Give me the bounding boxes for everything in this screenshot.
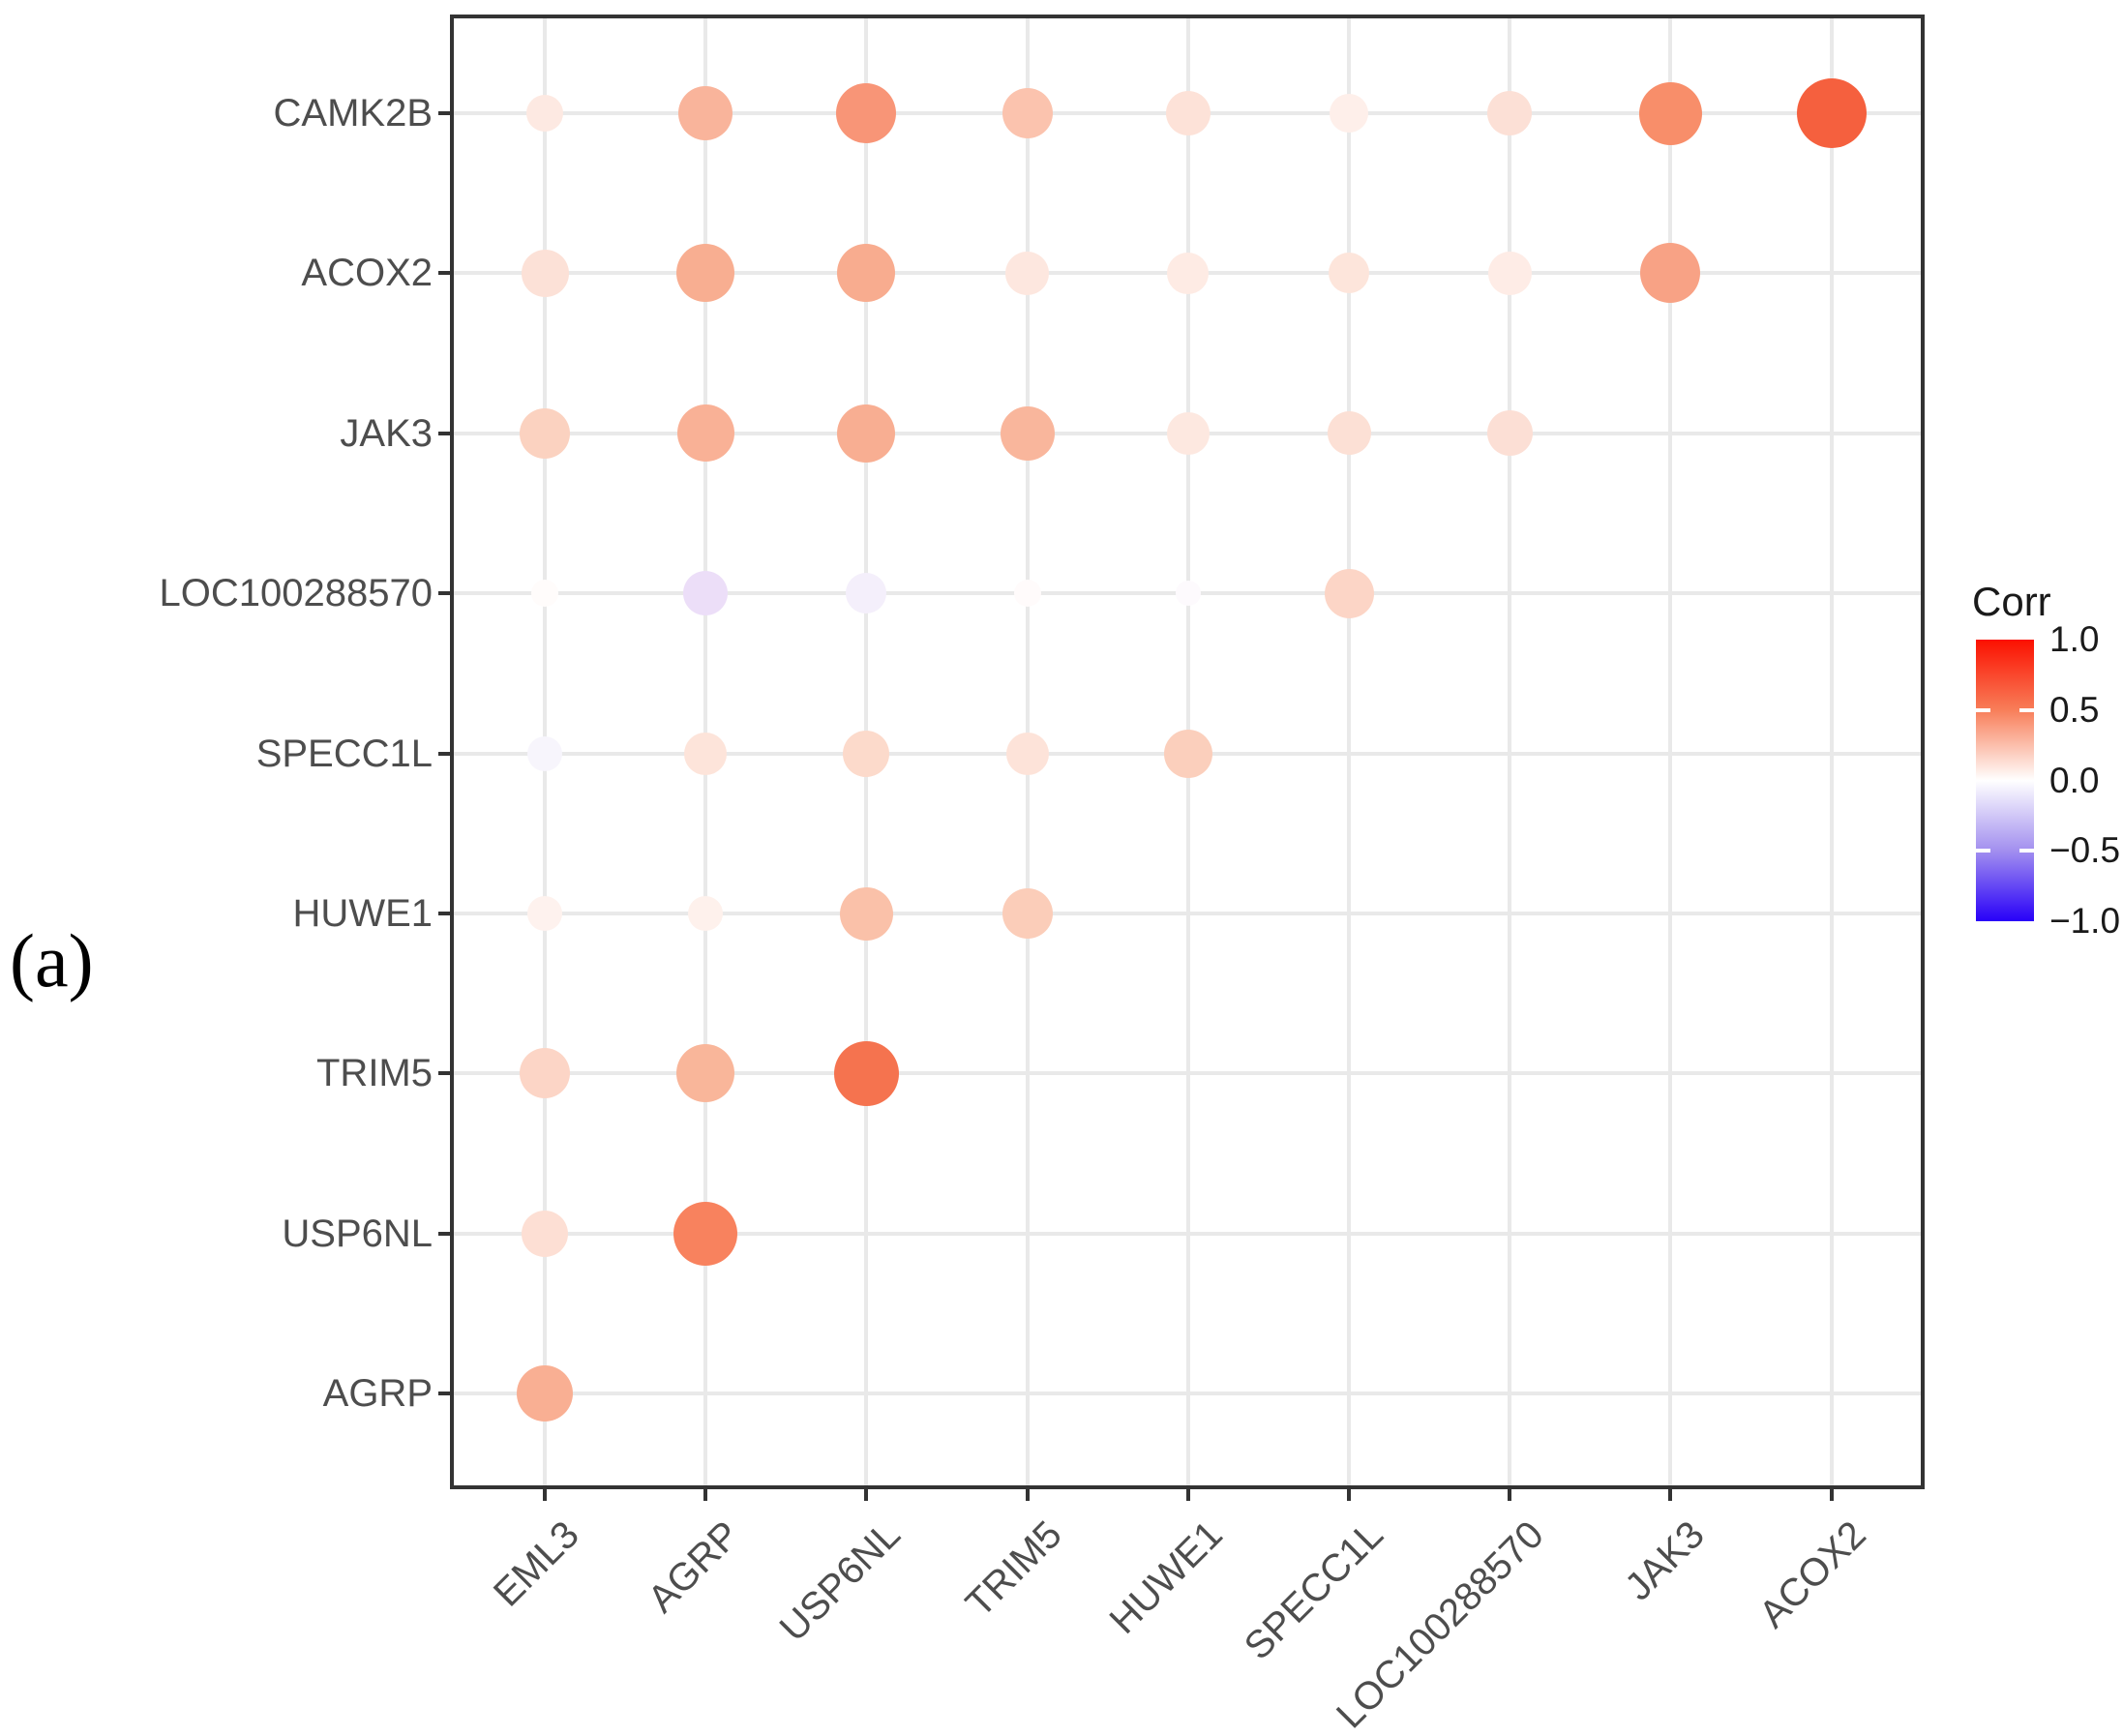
gridline-horizontal — [454, 1231, 1921, 1236]
correlation-bubble — [526, 95, 563, 132]
legend-title: Corr — [1972, 579, 2051, 624]
gridline-horizontal — [454, 1071, 1921, 1076]
correlation-bubble — [1487, 251, 1532, 295]
legend-tick-label: −0.5 — [2049, 830, 2121, 871]
x-axis-tick — [703, 1489, 708, 1501]
y-axis-tick — [438, 271, 450, 276]
y-axis-tick — [438, 751, 450, 756]
correlation-bubble — [684, 732, 728, 775]
y-axis-label: JAK3 — [340, 411, 433, 455]
correlation-bubble — [531, 580, 558, 608]
correlation-bubble — [520, 1048, 570, 1099]
correlation-bubble — [1175, 581, 1201, 607]
x-axis-tick — [1668, 1489, 1673, 1501]
y-axis-tick — [438, 591, 450, 596]
legend-bar-tick — [1976, 849, 1990, 853]
correlation-bubble — [527, 896, 562, 931]
y-axis-label: TRIM5 — [316, 1052, 433, 1095]
correlation-bubble — [1005, 251, 1050, 295]
x-axis-tick — [1829, 1489, 1834, 1501]
x-axis-tick — [543, 1489, 547, 1501]
correlation-bubble — [1167, 252, 1210, 294]
gridline-horizontal — [454, 1392, 1921, 1396]
y-axis-label: ACOX2 — [301, 252, 433, 295]
legend-tick-label: −1.0 — [2049, 901, 2121, 941]
correlation-bubble — [846, 573, 887, 614]
correlation-bubble — [1640, 243, 1701, 304]
correlation-bubble — [1005, 732, 1049, 775]
correlation-bubble — [1327, 411, 1371, 456]
y-axis-label: USP6NL — [282, 1212, 433, 1255]
legend-bar-tick — [2019, 707, 2034, 712]
correlation-bubble — [1002, 888, 1053, 939]
legend-tick-label: 0.5 — [2049, 689, 2100, 730]
correlation-bubble — [522, 1210, 568, 1257]
correlation-bubble — [676, 244, 735, 303]
correlation-bubble — [1013, 580, 1041, 608]
correlation-bubble — [520, 407, 570, 459]
correlation-bubble — [1000, 405, 1055, 461]
correlation-bubble — [1796, 78, 1867, 148]
y-axis-label: LOC100288570 — [159, 572, 433, 615]
legend-colorbar — [1976, 640, 2034, 921]
correlation-bubble — [1166, 411, 1210, 455]
x-axis-tick — [1347, 1489, 1351, 1501]
gridline-horizontal — [454, 912, 1921, 915]
correlation-bubble — [1329, 253, 1369, 294]
correlation-bubble — [837, 244, 896, 303]
correlation-bubble — [688, 896, 724, 931]
panel-label: (a) — [10, 918, 94, 1003]
legend-bar-tick — [1976, 707, 1990, 712]
correlation-bubble — [1487, 91, 1533, 135]
legend-bar-tick — [2019, 849, 2034, 853]
correlation-bubble — [1638, 81, 1702, 145]
y-axis-label: CAMK2B — [273, 92, 434, 135]
correlation-bubble — [836, 83, 897, 143]
y-axis-label: SPECC1L — [255, 732, 433, 775]
correlation-bubble — [527, 735, 562, 771]
y-axis-label: AGRP — [322, 1372, 433, 1416]
correlation-bubble — [673, 1201, 738, 1266]
correlation-bubble — [833, 1040, 899, 1106]
x-axis-tick — [1025, 1489, 1030, 1501]
correlation-bubble — [1163, 729, 1212, 778]
correlation-bubble — [683, 571, 729, 616]
y-axis-tick — [438, 431, 450, 435]
y-axis-tick — [438, 1231, 450, 1236]
x-axis-tick — [1185, 1489, 1190, 1501]
correlation-bubble — [1324, 568, 1374, 618]
x-axis-tick — [1508, 1489, 1512, 1501]
correlation-bubble — [517, 1365, 573, 1422]
legend-tick-label: 0.0 — [2049, 760, 2100, 800]
correlation-bubble — [678, 86, 733, 140]
legend-tick-label: 1.0 — [2049, 619, 2100, 659]
correlation-bubble — [843, 730, 890, 777]
correlation-bubble — [837, 404, 896, 463]
y-axis-tick — [438, 912, 450, 915]
correlation-bubble — [521, 249, 569, 297]
y-axis-tick — [438, 1071, 450, 1076]
correlation-bubble — [1002, 88, 1053, 138]
correlation-bubble — [1330, 94, 1368, 133]
x-axis-tick — [864, 1489, 869, 1501]
correlation-bubble — [676, 404, 734, 463]
y-axis-label: HUWE1 — [292, 892, 433, 935]
y-axis-tick — [438, 1392, 450, 1396]
correlation-bubble — [676, 1044, 735, 1103]
correlation-bubble — [839, 886, 893, 941]
y-axis-tick — [438, 111, 450, 115]
correlation-bubble — [1486, 410, 1533, 457]
correlation-bubble — [1165, 91, 1211, 135]
